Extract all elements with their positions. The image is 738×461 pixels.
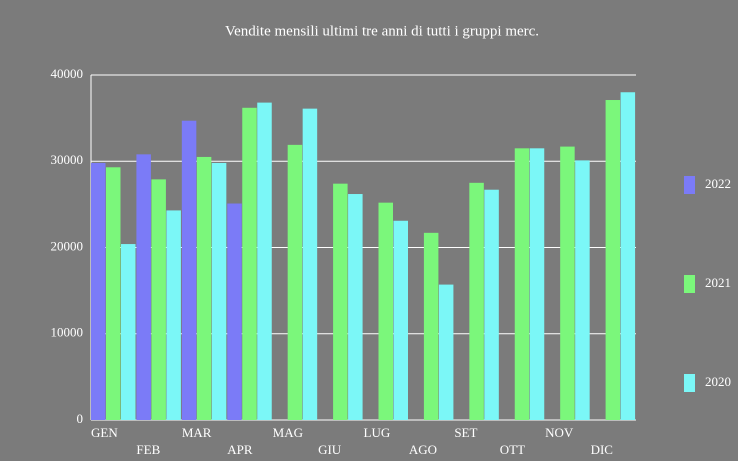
x-tick-label: LUG: [364, 425, 391, 440]
bar: [620, 92, 636, 420]
bar: [484, 189, 499, 420]
bar: [560, 146, 575, 420]
x-tick-label: NOV: [545, 425, 574, 440]
bar: [196, 156, 212, 420]
bar: [348, 194, 363, 420]
bar: [181, 120, 197, 421]
bar: [227, 203, 242, 420]
y-tick-label: 20000: [51, 238, 84, 253]
legend-label: 2020: [705, 374, 731, 389]
bar: [91, 162, 106, 420]
bar: [302, 108, 318, 420]
bar: [257, 102, 272, 420]
bar: [287, 144, 303, 421]
bar: [378, 202, 393, 420]
x-tick-label: MAR: [182, 425, 212, 440]
x-tick-label: OTT: [500, 442, 525, 457]
legend-label: 2022: [705, 176, 731, 191]
bar: [423, 232, 439, 420]
bar: [121, 244, 136, 420]
legend-swatch: [684, 374, 695, 392]
bar: [393, 220, 408, 420]
bar: [242, 107, 257, 421]
legend-label: 2021: [705, 275, 731, 290]
legend-swatch: [684, 176, 695, 194]
bar: [469, 182, 484, 420]
bar: [136, 154, 151, 420]
legend-swatch: [684, 275, 695, 293]
bar: [514, 148, 530, 420]
bar: [211, 162, 227, 420]
x-tick-label: SET: [454, 425, 477, 440]
bar: [529, 148, 545, 420]
bar: [605, 100, 621, 420]
bar: [438, 284, 454, 420]
bar: [333, 183, 348, 420]
y-tick-label: 40000: [51, 66, 84, 81]
x-tick-label: MAG: [273, 425, 303, 440]
x-tick-label: APR: [227, 442, 253, 457]
x-tick-label: DIC: [591, 442, 613, 457]
bar: [575, 160, 590, 420]
bar: [106, 167, 121, 420]
y-tick-label: 0: [77, 411, 84, 426]
bar: [151, 179, 166, 420]
x-tick-label: FEB: [136, 442, 160, 457]
bar: [166, 210, 181, 420]
x-tick-label: GEN: [91, 425, 118, 440]
y-tick-label: 10000: [51, 325, 84, 340]
y-tick-label: 30000: [51, 152, 84, 167]
x-tick-label: GIU: [318, 442, 342, 457]
x-tick-label: AGO: [409, 442, 437, 457]
chart-title: Vendite mensili ultimi tre anni di tutti…: [225, 23, 539, 39]
